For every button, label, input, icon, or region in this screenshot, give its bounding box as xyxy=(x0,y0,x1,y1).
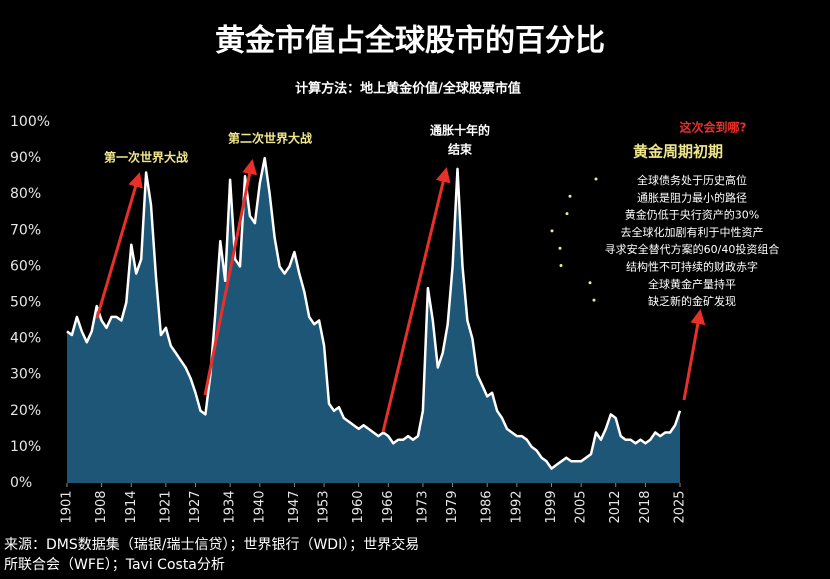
y-tick-label: 30% xyxy=(10,367,41,383)
arrows xyxy=(95,159,706,433)
arrow xyxy=(203,159,257,396)
panel-item: 全球债务处于历史高位 xyxy=(637,173,747,187)
y-tick-label: 60% xyxy=(10,258,41,274)
x-tick-label: 1966 xyxy=(381,490,396,523)
chart-subtitle: 计算方法：地上黄金价值/全球股票市值 xyxy=(295,81,521,97)
x-tick-label: 1992 xyxy=(509,490,524,523)
y-tick-label: 20% xyxy=(10,403,41,419)
x-tick-label: 1973 xyxy=(415,490,430,523)
annotation: 这次会到哪? xyxy=(680,120,747,135)
y-tick-label: 0% xyxy=(10,475,32,491)
source: 所联合会（WFE）；Tavi Costa分析 xyxy=(4,557,225,573)
arrow xyxy=(682,309,706,401)
arrow xyxy=(95,172,143,319)
x-tick-label: 1908 xyxy=(94,490,109,523)
annotation: 第二次世界大战 xyxy=(228,131,312,146)
y-tick-label: 80% xyxy=(10,186,41,202)
y-tick-label: 70% xyxy=(10,222,41,238)
bullet xyxy=(565,212,569,216)
source: 来源：DMS数据集（瑞银/瑞士信贷）；世界银行（WDI）；世界交易 xyxy=(4,536,419,553)
x-tick-label: 1947 xyxy=(287,490,302,523)
bullet xyxy=(558,246,562,250)
panel-item: 黄金仍低于央行资产的30% xyxy=(625,208,759,222)
x-tick-label: 1979 xyxy=(445,490,460,523)
x-tick-label: 1940 xyxy=(252,490,267,523)
panel-item: 结构性不可持续的财政赤字 xyxy=(626,260,758,274)
y-tick-label: 50% xyxy=(10,295,41,311)
bullet xyxy=(559,264,563,267)
panel-item: 缺乏新的金矿发现 xyxy=(648,294,736,308)
annotation: 通胀十年的 xyxy=(430,123,490,138)
panel-item: 全球黄金产量持平 xyxy=(648,277,736,291)
x-tick-label: 1927 xyxy=(188,490,203,523)
y-tick-label: 90% xyxy=(10,150,41,166)
x-tick-label: 2018 xyxy=(638,490,653,523)
x-tick-label: 1901 xyxy=(60,490,75,523)
x-tick-label: 2005 xyxy=(574,490,589,523)
x-tick-label: 1921 xyxy=(158,490,173,523)
y-tick-label: 10% xyxy=(10,439,41,455)
y-tick-label: 100% xyxy=(10,114,50,130)
x-tick-label: 1999 xyxy=(544,490,559,523)
x-tick-label: 1914 xyxy=(124,490,139,523)
x-tick-label: 1960 xyxy=(351,490,366,523)
panel-item: 寻求安全替代方案的60/40投资组合 xyxy=(605,242,780,256)
bullet xyxy=(550,229,554,233)
chart-title: 黄金市值占全球股市的百分比 xyxy=(215,24,605,59)
x-tick-label: 1986 xyxy=(480,490,495,523)
x-tick-label: 2025 xyxy=(673,490,688,523)
y-tick-label: 40% xyxy=(10,331,41,347)
bullet xyxy=(568,194,572,198)
bullet xyxy=(592,298,596,302)
bullet xyxy=(588,281,592,285)
line xyxy=(66,156,682,470)
x-tick-label: 2012 xyxy=(608,490,623,523)
arrow xyxy=(381,167,451,433)
x-tick-label: 1953 xyxy=(317,490,332,523)
annotation: 第一次世界大战 xyxy=(104,150,188,165)
area xyxy=(67,158,680,483)
panel-item: 通胀是阻力最小的路径 xyxy=(637,190,747,204)
panel-item: 去全球化加剧有利于中性资产 xyxy=(621,225,764,239)
panel-title: 黄金周期初期 xyxy=(633,143,723,161)
annotation: 结束 xyxy=(448,142,473,157)
x-tick-label: 1934 xyxy=(223,490,238,523)
bullet xyxy=(594,177,598,181)
